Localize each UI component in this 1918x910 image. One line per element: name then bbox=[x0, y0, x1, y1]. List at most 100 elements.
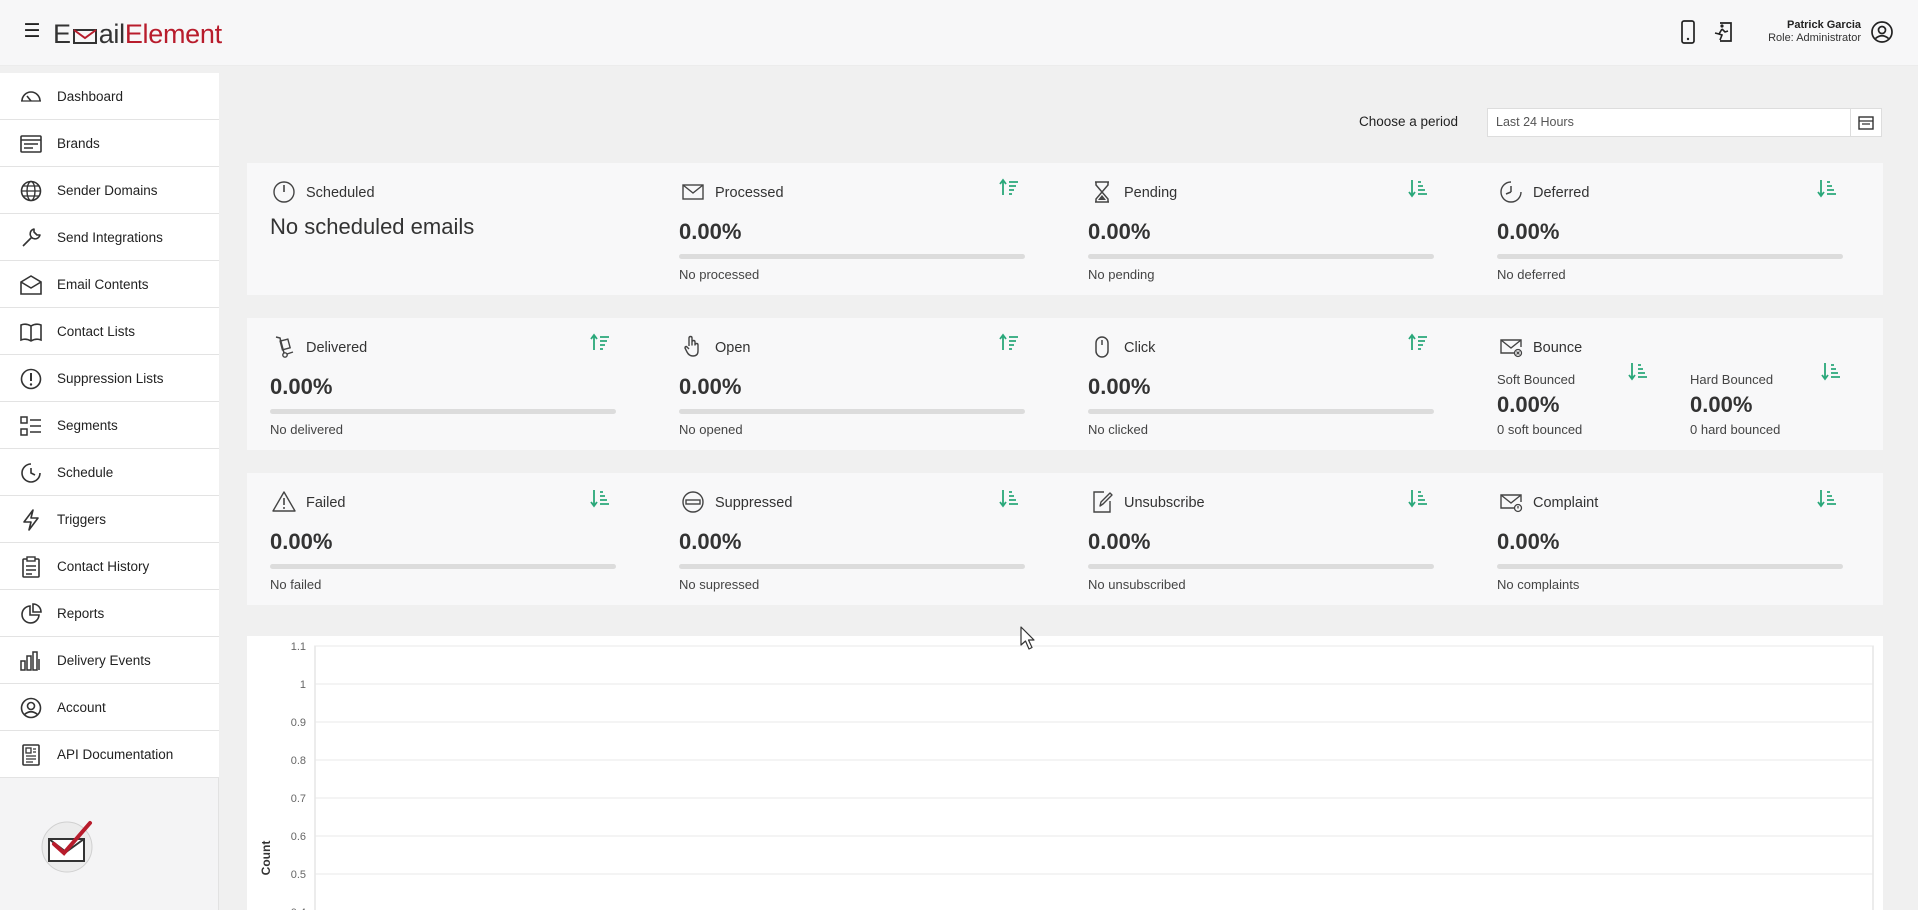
sidebar-item-contact-lists[interactable]: Contact Lists bbox=[0, 308, 219, 355]
hand-truck-icon bbox=[272, 335, 296, 359]
logo-text-ail: ail bbox=[98, 18, 125, 49]
period-select[interactable]: Last 24 Hours bbox=[1487, 108, 1851, 137]
stopwatch-icon bbox=[272, 180, 296, 204]
sidebar-item-delivery-events[interactable]: Delivery Events bbox=[0, 637, 219, 684]
calendar-icon[interactable] bbox=[1851, 108, 1882, 137]
envelope-alert-icon bbox=[1499, 490, 1523, 514]
card-title: Click bbox=[1124, 340, 1156, 356]
sidebar-item-sender-domains[interactable]: Sender Domains bbox=[0, 167, 219, 214]
brand-badge-logo bbox=[36, 817, 98, 873]
sort-descending-icon[interactable] bbox=[998, 332, 1020, 354]
app-logo[interactable]: E ail Element bbox=[53, 14, 222, 54]
sort-descending-icon[interactable] bbox=[589, 332, 611, 354]
sidebar-item-send-integrations[interactable]: Send Integrations bbox=[0, 214, 219, 261]
hard-bounced-value: 0.00% bbox=[1690, 392, 1753, 417]
progress-bar bbox=[1497, 254, 1843, 259]
soft-bounced-label: Soft Bounced bbox=[1497, 372, 1576, 387]
card-title: Complaint bbox=[1533, 495, 1599, 511]
sidebar-item-segments[interactable]: Segments bbox=[0, 402, 219, 449]
sidebar-item-brands[interactable]: Brands bbox=[0, 120, 219, 167]
card-subtext: No unsubscribed bbox=[1088, 577, 1186, 592]
mouse-icon bbox=[1090, 335, 1114, 359]
sort-ascending-icon[interactable] bbox=[589, 487, 611, 509]
sidebar-item-label: Schedule bbox=[57, 465, 114, 480]
card-title: Deferred bbox=[1533, 185, 1590, 201]
y-tick-label: 0.5 bbox=[291, 869, 306, 881]
card-processed: Processed 0.00% No processed bbox=[656, 163, 1064, 295]
no-entry-icon bbox=[681, 490, 705, 514]
envelope-icon bbox=[681, 180, 705, 204]
card-subtext: No supressed bbox=[679, 577, 760, 592]
person-circle-icon bbox=[19, 696, 43, 720]
sidebar-item-label: Sender Domains bbox=[57, 183, 158, 198]
user-role: Role: Administrator bbox=[1768, 32, 1861, 44]
card-title: Processed bbox=[715, 185, 784, 201]
sort-ascending-icon[interactable] bbox=[1816, 177, 1838, 199]
scheduled-empty-text: No scheduled emails bbox=[270, 214, 475, 239]
stats-row-1 bbox=[247, 163, 1883, 295]
sort-ascending-icon[interactable] bbox=[1627, 360, 1649, 382]
sidebar-item-dashboard[interactable]: Dashboard bbox=[0, 73, 219, 120]
document-icon bbox=[19, 743, 43, 767]
sidebar: Dashboard Brands Sender Domains Send Int… bbox=[0, 73, 219, 910]
progress-bar bbox=[270, 564, 616, 569]
card-scheduled: Scheduled No scheduled emails bbox=[247, 163, 655, 295]
period-label: Choose a period bbox=[1359, 114, 1459, 129]
user-info[interactable]: Patrick Garcia Role: Administrator bbox=[1745, 19, 1861, 45]
hard-bounced-label: Hard Bounced bbox=[1690, 372, 1774, 387]
card-bounce: Bounce Soft Bounced 0.00% 0 soft bounced… bbox=[1474, 318, 1882, 450]
progress-bar bbox=[1088, 254, 1434, 259]
pointer-hand-icon bbox=[681, 335, 705, 359]
card-subtext: No deferred bbox=[1497, 267, 1566, 282]
warning-triangle-icon bbox=[272, 490, 296, 514]
logo-text-e: E bbox=[53, 18, 71, 49]
progress-bar bbox=[1088, 564, 1434, 569]
card-complaint: Complaint 0.00% No complaints bbox=[1474, 473, 1882, 605]
sort-ascending-icon[interactable] bbox=[1816, 487, 1838, 509]
card-subtext: No complaints bbox=[1497, 577, 1580, 592]
card-subtext: No processed bbox=[679, 267, 760, 282]
card-title: Open bbox=[715, 340, 751, 356]
clock-history-icon bbox=[19, 461, 43, 485]
mobile-phone-icon[interactable] bbox=[1679, 20, 1697, 44]
sidebar-item-label: Segments bbox=[57, 418, 118, 433]
card-title: Bounce bbox=[1533, 340, 1583, 356]
user-avatar-icon[interactable] bbox=[1870, 20, 1894, 44]
y-tick-label: 0.4 bbox=[291, 907, 306, 910]
sidebar-item-email-contents[interactable]: Email Contents bbox=[0, 261, 219, 308]
card-unsubscribe: Unsubscribe 0.00% No unsubscribed bbox=[1065, 473, 1473, 605]
sidebar-item-label: Contact History bbox=[57, 559, 150, 574]
sidebar-item-triggers[interactable]: Triggers bbox=[0, 496, 219, 543]
sort-ascending-icon[interactable] bbox=[1407, 487, 1429, 509]
progress-bar bbox=[270, 409, 616, 414]
logo-text-element: Element bbox=[124, 18, 222, 49]
document-edit-icon bbox=[1090, 490, 1114, 514]
sidebar-item-contact-history[interactable]: Contact History bbox=[0, 543, 219, 590]
events-chart: 1.1 1 0.9 0.8 0.7 0.6 0.5 0.4 Count bbox=[259, 641, 1874, 910]
progress-bar bbox=[1497, 564, 1843, 569]
sidebar-item-reports[interactable]: Reports bbox=[0, 590, 219, 637]
plot-area bbox=[314, 645, 1874, 910]
sort-ascending-icon[interactable] bbox=[1820, 360, 1842, 382]
sidebar-item-suppression-lists[interactable]: Suppression Lists bbox=[0, 355, 219, 402]
card-subtext: No opened bbox=[679, 422, 743, 437]
sidebar-item-schedule[interactable]: Schedule bbox=[0, 449, 219, 496]
sidebar-item-label: Triggers bbox=[57, 512, 107, 527]
card-title: Pending bbox=[1124, 185, 1178, 201]
sort-ascending-icon[interactable] bbox=[1407, 177, 1429, 199]
bar-chart-icon bbox=[19, 649, 43, 673]
sort-descending-icon[interactable] bbox=[998, 177, 1020, 199]
sidebar-item-account[interactable]: Account bbox=[0, 684, 219, 731]
menu-toggle-icon[interactable]: ☰ bbox=[23, 21, 41, 42]
logout-icon[interactable] bbox=[1711, 20, 1735, 44]
soft-bounced-count: 0 soft bounced bbox=[1497, 422, 1583, 437]
card-subtext: No delivered bbox=[270, 422, 343, 437]
stats-row-3 bbox=[247, 473, 1883, 605]
card-title: Delivered bbox=[306, 340, 368, 356]
sidebar-item-label: Send Integrations bbox=[57, 230, 163, 245]
sort-descending-icon[interactable] bbox=[1407, 332, 1429, 354]
sidebar-item-api-documentation[interactable]: API Documentation bbox=[0, 731, 219, 778]
card-title: Suppressed bbox=[715, 495, 793, 511]
card-value: 0.00% bbox=[270, 529, 333, 554]
sort-ascending-icon[interactable] bbox=[998, 487, 1020, 509]
